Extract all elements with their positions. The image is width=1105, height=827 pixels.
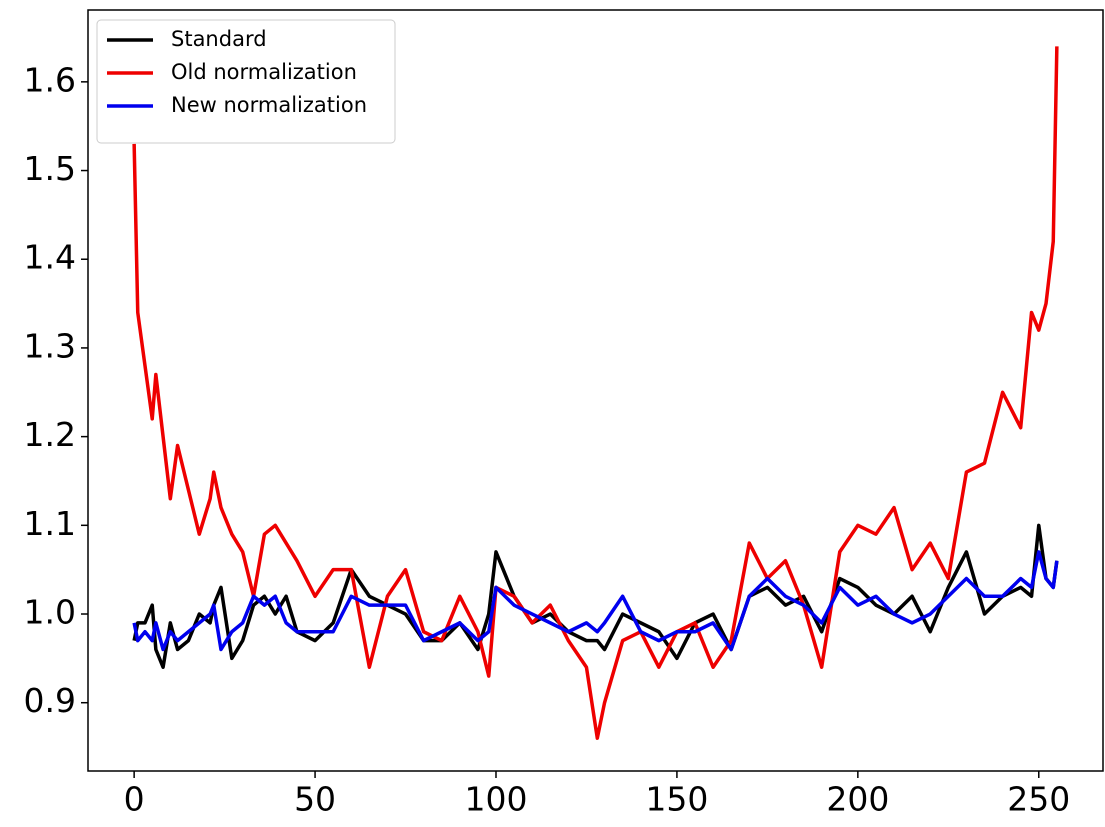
legend-box [96, 19, 396, 144]
legend-label: Old normalization [171, 60, 357, 84]
y-tick-label: 1.1 [24, 504, 76, 543]
legend-label: Standard [171, 27, 267, 51]
y-tick-label: 1.6 [24, 60, 76, 99]
x-tick-label: 250 [1007, 780, 1070, 819]
x-tick-label: 150 [645, 780, 708, 819]
y-tick-label: 1.4 [24, 238, 76, 277]
x-tick-label: 50 [294, 780, 336, 819]
series-line [132, 46, 1059, 740]
y-tick-label: 1.5 [24, 149, 76, 188]
series-line [132, 550, 1059, 652]
legend-label: New normalization [171, 93, 367, 117]
x-tick-label: 0 [124, 780, 145, 819]
y-tick-label: 1.3 [24, 326, 76, 365]
x-tick-label: 200 [826, 780, 889, 819]
x-tick-label: 100 [464, 780, 527, 819]
y-tick-label: 1.2 [24, 415, 76, 454]
axes-frame [87, 9, 1104, 772]
y-tick-label: 0.9 [24, 681, 76, 720]
y-tick-label: 1.0 [24, 593, 76, 632]
